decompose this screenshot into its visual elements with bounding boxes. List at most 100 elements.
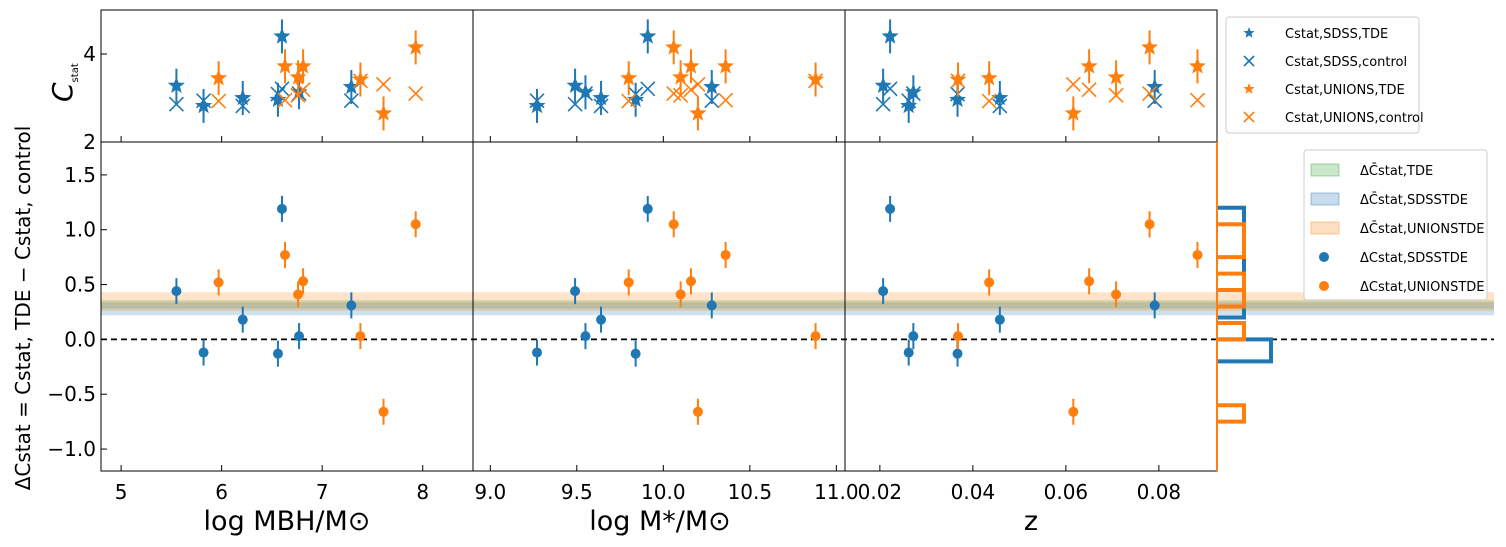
sdss-tde-star-p0-4: [273, 27, 291, 44]
sdss-tde-star-p2-6: [1146, 78, 1164, 95]
sdss-tde-star-p2-0: [874, 76, 892, 93]
legend-top: Cstat,SDSS,TDE Cstat,SDSS,control Cstat,UN…: [1225, 16, 1424, 134]
sdss-tde-star-p2-2: [991, 89, 1009, 106]
unions-control-cross-p2-2: [1108, 87, 1124, 103]
unions-control-cross-p1-3: [683, 82, 699, 98]
sdss-tde-star-p1-6: [703, 78, 721, 95]
data-marks: [167, 19, 1273, 425]
sdss-tde-star-p0-0: [167, 76, 185, 93]
sdss-tde-star-p0-3: [269, 90, 287, 107]
legend-label-0: ΔC̄stat,TDE: [1360, 164, 1433, 179]
unions-delta-point-p2-0: [984, 277, 995, 288]
legend-label-4: ΔCstat,UNIONSTDE: [1360, 280, 1484, 295]
unions-delta-point-p2-6: [1144, 219, 1155, 230]
unions-control-cross-p2-1: [1189, 92, 1206, 108]
sdss-control-cross-p0-4: [274, 81, 290, 97]
sdss-delta-point-p1-4: [642, 203, 653, 214]
bottom-ytick-label-4: 1.0: [64, 218, 96, 242]
legend-dot-4: [1319, 281, 1329, 291]
sdss-delta-point-p1-3: [630, 348, 641, 359]
sdss-delta-point-p0-3: [272, 348, 283, 359]
sdss-tde-star-p2-3: [949, 90, 967, 107]
unions-delta-point-p1-1: [720, 249, 731, 260]
legend-top-frame: [1225, 16, 1420, 134]
unions-tde-star-p1-0: [620, 69, 638, 86]
unions-control-cross-p1-5: [690, 76, 706, 92]
unions-delta-point-p0-4: [355, 331, 366, 342]
unions-control-cross-p0-3: [295, 82, 311, 98]
xtick-label-p0-2: 7: [316, 480, 329, 504]
unions-delta-point-p1-5: [692, 406, 703, 417]
unions-delta-point-p0-0: [213, 277, 224, 288]
legend-label-1: ΔC̄stat,SDSSTDE: [1360, 193, 1468, 208]
sdss-tde-star-p1-2: [592, 89, 610, 106]
unions-tde-star-p2-5: [1064, 104, 1082, 121]
bottom-ytick-label-1: −0.5: [47, 382, 96, 406]
unions-delta-point-p1-2: [675, 289, 686, 300]
unions-tde-star-p2-3: [1080, 57, 1098, 74]
xtick-label-p0-1: 6: [215, 480, 228, 504]
unions-control-cross-p1-6-stroke-b: [666, 86, 682, 102]
sdss-control-cross-p2-4: [882, 81, 898, 97]
sdss-delta-point-p2-3: [952, 348, 963, 359]
mean-band-0: [101, 299, 1494, 309]
unions-control-cross-p0-6: [408, 86, 424, 102]
unions-control-cross-p2-0-stroke-b: [981, 93, 997, 109]
xtick-label-p1-3: 10.5: [728, 480, 773, 504]
sdss-tde-star-p2-4: [881, 27, 899, 44]
sdss-delta-point-p1-2: [596, 314, 607, 325]
xtick-label-p0-3: 8: [416, 480, 429, 504]
sdss-control-cross-p1-4: [640, 81, 656, 97]
top-ytick-label-1: 4: [83, 42, 96, 66]
xtick-label-p0-0: 5: [115, 480, 128, 504]
bottom-ytick-label-0: −1.0: [47, 437, 96, 461]
sdss-delta-point-p2-5: [908, 331, 919, 342]
sdss-control-cross-p2-0: [875, 96, 891, 112]
sdss-delta-point-p0-1: [198, 347, 209, 358]
legend-star-0: [1243, 27, 1255, 38]
sdss-tde-star-p1-5: [576, 83, 594, 100]
mean-band-1: [101, 302, 1494, 316]
unions-tde-star-p1-6: [665, 38, 683, 55]
unions-delta-point-p2-1: [1192, 249, 1203, 260]
unions-tde-star-p0-6: [407, 38, 425, 55]
unions-control-cross-p0-5: [375, 76, 392, 92]
unions-delta-point-p2-4: [952, 331, 963, 342]
sdss-delta-point-p0-5: [294, 331, 305, 342]
sdss-delta-point-p2-1: [903, 347, 914, 358]
legend-band-2: [1310, 221, 1340, 235]
unions-control-cross-p2-3-stroke-b: [1081, 82, 1097, 98]
bottom-ytick-label-3: 0.5: [64, 273, 96, 297]
sdss-delta-point-p0-0: [171, 286, 182, 297]
unions-control-cross-p1-0-stroke-b: [621, 93, 637, 109]
unions-control-cross-p1-1: [718, 92, 734, 108]
unions-delta-point-p0-6: [410, 219, 421, 230]
unions-control-cross-p0-1: [277, 92, 293, 108]
sdss-control-cross-p0-0: [168, 96, 184, 112]
legend-dot-3: [1319, 252, 1329, 262]
unions-hist-bin-4: [1217, 222, 1246, 260]
legend-cross-1: [1243, 55, 1255, 67]
unions-control-cross-p2-5-stroke-b: [1065, 76, 1081, 92]
xtick-label-p2-0: 0.02: [858, 480, 903, 504]
sdss-delta-point-p1-0: [570, 286, 581, 297]
sdss-control-cross-p1-4-stroke-b: [640, 81, 656, 97]
xlabel-mstar: log M*/M⊙: [589, 506, 731, 537]
legend-cross-3-stroke-b: [1243, 111, 1255, 123]
unions-control-cross-p1-3-stroke-b: [683, 82, 699, 98]
legend-label-3: Cstat,UNIONS,control: [1285, 111, 1424, 126]
unions-delta-point-p0-2: [293, 289, 304, 300]
top-panel-frame-0: [100, 9, 474, 143]
sdss-tde-star-p0-2: [234, 89, 252, 106]
sdss-tde-star-p0-1: [195, 96, 213, 114]
unions-control-cross-p0-6-stroke-b: [408, 86, 424, 102]
sdss-tde-star-p1-1: [528, 96, 546, 114]
unions-control-cross-p2-6-stroke-b: [1142, 86, 1158, 102]
legend-band-1: [1310, 192, 1340, 206]
axis-ticks: 5 6 7 8 9.0 9.5 10.0 10.5 11.00.02 0.04 0.06 0.08 2 4…: [47, 42, 1181, 504]
axes-frames: [100, 9, 1218, 472]
sdss-tde-star-p1-4: [639, 27, 657, 44]
legend-cross-1-stroke-b: [1243, 55, 1255, 67]
unions-control-cross-p0-3-stroke-b: [295, 82, 311, 98]
xlabel-z: z: [1024, 506, 1038, 537]
